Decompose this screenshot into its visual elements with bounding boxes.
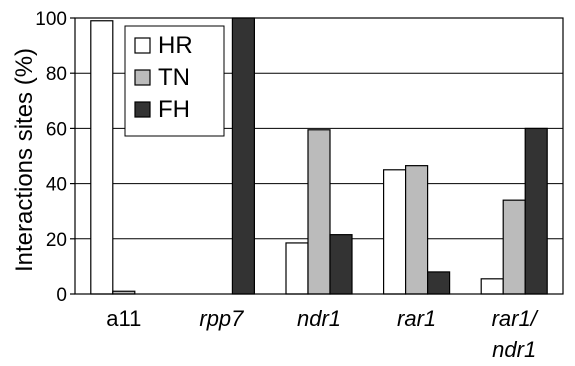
plot-frame: [74, 17, 564, 295]
legend-swatch-tn: [134, 69, 151, 86]
legend-swatch-fh: [134, 101, 151, 118]
bar-tn-3: [405, 165, 429, 295]
category-labels: a11 rpp7 ndr1 rar1 rar1/ndr1: [106, 306, 538, 362]
y-tick-label-0: 0: [56, 285, 67, 306]
bar-fh-2: [329, 234, 353, 295]
category-label-line-4-0: rar1/: [492, 306, 539, 331]
y-tick-label-4: 80: [46, 64, 67, 85]
bar-fh-4: [524, 127, 548, 295]
category-label-line-1-0: rpp7: [199, 306, 244, 331]
y-tick-label-1: 20: [46, 230, 67, 251]
bar-tn-4: [502, 199, 526, 295]
legend-label-fh: FH: [158, 96, 190, 123]
category-label-1: rpp7: [199, 306, 244, 331]
bar-hr-3: [383, 169, 407, 295]
bar-hr-2: [285, 242, 309, 295]
bar-hr-4: [480, 278, 504, 295]
category-label-line-4-1: ndr1: [492, 337, 536, 362]
bar-hr-0: [90, 20, 114, 295]
y-tick-label-3: 60: [46, 119, 67, 140]
category-label-2: ndr1: [297, 306, 341, 331]
bar-fh-3: [427, 271, 451, 295]
category-label-line-2-0: ndr1: [297, 306, 341, 331]
category-label-line-3-0: rar1: [397, 306, 436, 331]
legend-swatch-hr: [134, 37, 151, 54]
category-label-0: a11: [106, 306, 141, 331]
legend-label-hr: HR: [158, 32, 193, 59]
category-label-4: rar1/ndr1: [492, 306, 539, 362]
category-label-line-0-0: a11: [106, 306, 141, 331]
y-tick-label-2: 40: [46, 175, 67, 196]
legend-label-tn: TN: [158, 64, 190, 91]
category-label-3: rar1: [397, 306, 436, 331]
bar-fh-1: [231, 17, 255, 295]
y-tick-labels: 0 20 40 60 80 100: [35, 9, 67, 306]
axes: [70, 17, 564, 295]
legend: HR TN FH: [124, 25, 225, 137]
y-tick-label-5: 100: [35, 9, 67, 30]
y-axis-label: Interactions sites (%): [11, 48, 38, 272]
bar-tn-2: [307, 129, 331, 295]
